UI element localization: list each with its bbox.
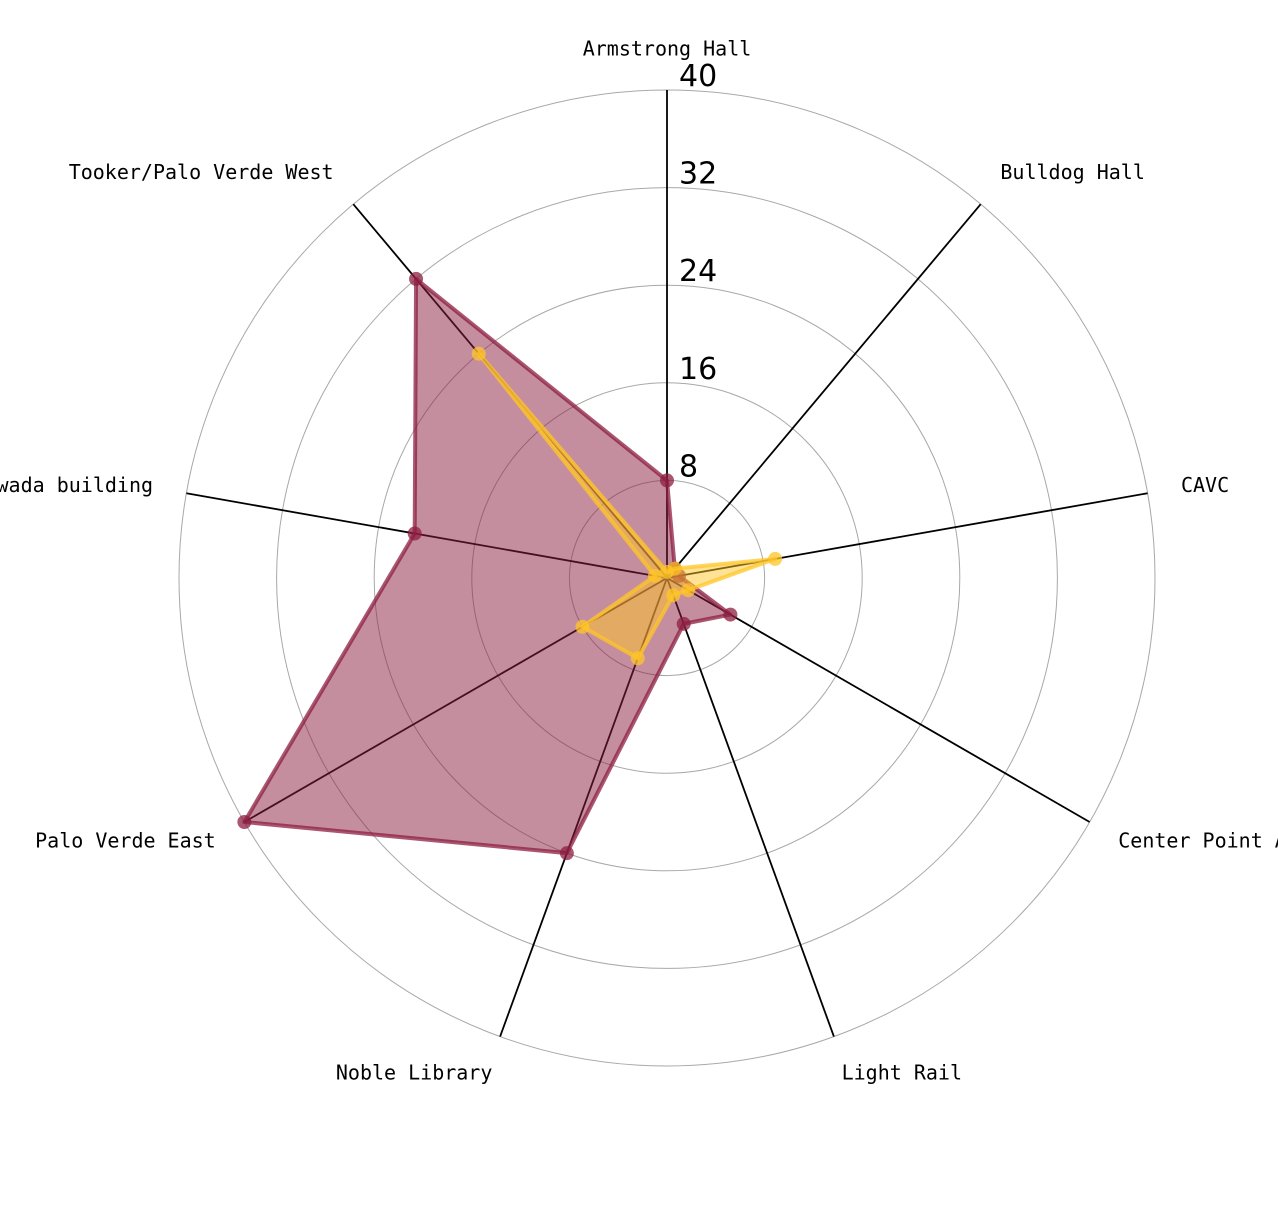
data-point-1-6: [575, 619, 590, 634]
series-area-1: [476, 351, 778, 661]
data-point-0-6: [237, 815, 252, 829]
data-point-0-7: [407, 526, 422, 541]
data-point-1-4: [666, 588, 681, 603]
axis-label-0: Armstrong Hall: [583, 37, 752, 61]
data-point-1-7: [647, 568, 662, 583]
data-point-0-3: [723, 607, 738, 622]
axis-label-7: Schwada building: [0, 473, 153, 497]
data-point-1-3: [681, 583, 696, 598]
series-1: [471, 346, 783, 666]
data-point-0-0: [660, 473, 674, 488]
data-point-1-5: [630, 651, 645, 666]
axis-label-2: CAVC: [1181, 473, 1229, 497]
axis-label-3: Center Point A: [1118, 829, 1278, 853]
tick-label-32: 32: [679, 157, 717, 192]
tick-label-8: 8: [679, 449, 698, 484]
data-point-1-2: [768, 551, 783, 566]
data-point-0-8: [409, 271, 424, 286]
category-labels: Armstrong Hall Bulldog Hall CAVC Center Poi…: [0, 37, 1278, 1085]
tick-label-24: 24: [679, 254, 717, 289]
axis-label-4: Light Rail: [842, 1061, 962, 1085]
spoke-4: [666, 577, 835, 1037]
spoke-1: [666, 203, 982, 579]
axis-label-8: Tooker/Palo Verde West: [69, 160, 334, 184]
radial-tick-labels: 8 16 24 32 40: [679, 59, 717, 484]
data-point-1-8: [471, 346, 486, 361]
data-point-1-1: [667, 561, 682, 576]
tick-label-40: 40: [679, 59, 717, 94]
data-point-0-5: [559, 846, 574, 861]
axis-label-6: Palo Verde East: [35, 829, 216, 853]
axis-label-1: Bulldog Hall: [1000, 160, 1145, 184]
tick-label-16: 16: [679, 352, 717, 387]
spoke-3: [666, 577, 1091, 823]
axis-label-5: Noble Library: [336, 1061, 493, 1085]
data-point-0-4: [676, 616, 691, 631]
